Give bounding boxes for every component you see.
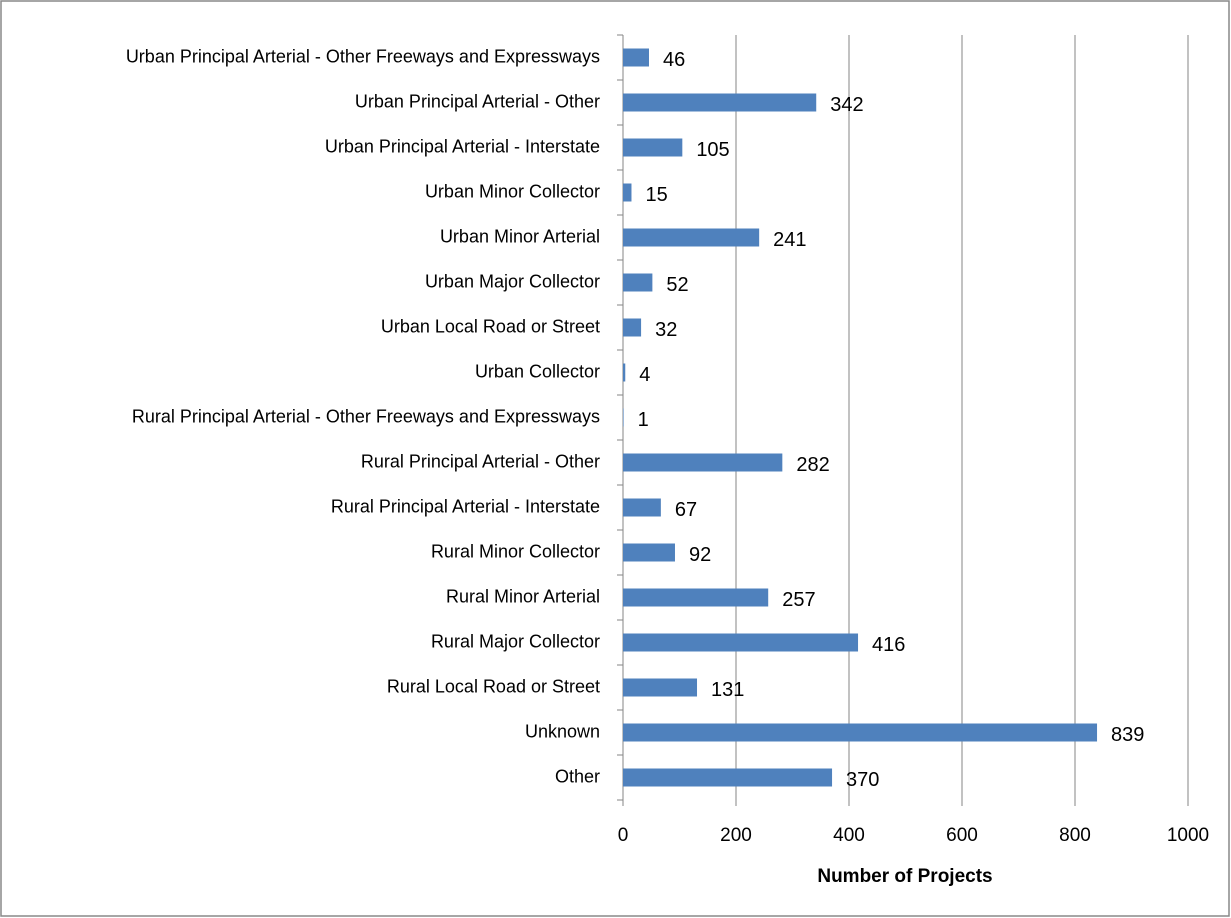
value-label: 67: [675, 499, 697, 521]
y-tick-label: Rural Principal Arterial - Other Freeway…: [132, 406, 600, 426]
y-tick-label: Urban Collector: [475, 361, 600, 381]
y-tick-label: Unknown: [525, 721, 600, 741]
value-label: 257: [782, 589, 815, 611]
bar: [623, 183, 632, 202]
value-label: 92: [689, 544, 711, 566]
value-label: 342: [830, 94, 863, 116]
bar: [623, 543, 675, 562]
value-label: 370: [846, 769, 879, 791]
bar: [623, 93, 817, 112]
bar: [623, 138, 683, 157]
value-label: 4: [639, 364, 650, 386]
bar: [623, 723, 1098, 742]
x-tick-label: 0: [618, 825, 629, 846]
value-label: 282: [796, 454, 829, 476]
y-tick-label: Urban Local Road or Street: [381, 316, 600, 336]
value-label: 131: [711, 679, 744, 701]
value-label: 105: [696, 139, 729, 161]
y-tick-label: Urban Minor Collector: [425, 181, 600, 201]
y-tick-label: Rural Local Road or Street: [387, 676, 600, 696]
y-tick-label: Rural Principal Arterial - Interstate: [331, 496, 600, 516]
y-tick-label: Urban Minor Arterial: [440, 226, 600, 246]
value-label: 416: [872, 634, 905, 656]
bar: [623, 678, 698, 697]
x-axis-title: Number of Projects: [817, 866, 992, 887]
y-tick-label: Urban Principal Arterial - Interstate: [325, 136, 600, 156]
bar: [623, 633, 859, 652]
y-tick-label: Other: [555, 766, 600, 786]
bar: [623, 48, 649, 67]
value-label: 241: [773, 229, 806, 251]
x-tick-label: 400: [833, 825, 865, 846]
value-label: 1: [638, 409, 649, 431]
y-tick-label: Rural Principal Arterial - Other: [361, 451, 600, 471]
bar: [623, 498, 661, 517]
bar: [623, 768, 833, 787]
x-tick-label: 800: [1059, 825, 1091, 846]
bar: [623, 363, 626, 382]
bar: [623, 228, 760, 247]
y-tick-label: Rural Major Collector: [431, 631, 600, 651]
bar: [623, 408, 624, 427]
y-tick-label: Rural Minor Collector: [431, 541, 600, 561]
y-tick-label: Rural Minor Arterial: [446, 586, 600, 606]
bar: [623, 453, 783, 472]
value-label: 15: [645, 184, 667, 206]
y-tick-label: Urban Major Collector: [425, 271, 600, 291]
value-label: 32: [655, 319, 677, 341]
value-label: 46: [663, 49, 685, 71]
value-label: 839: [1111, 724, 1144, 746]
y-tick-label: Urban Principal Arterial - Other: [355, 91, 600, 111]
x-tick-label: 600: [946, 825, 978, 846]
bar: [623, 318, 642, 337]
bar: [623, 273, 653, 292]
bar: [623, 588, 769, 607]
y-tick-label: Urban Principal Arterial - Other Freeway…: [126, 46, 600, 66]
value-label: 52: [666, 274, 688, 296]
x-tick-label: 1000: [1167, 825, 1209, 846]
x-tick-label: 200: [720, 825, 752, 846]
